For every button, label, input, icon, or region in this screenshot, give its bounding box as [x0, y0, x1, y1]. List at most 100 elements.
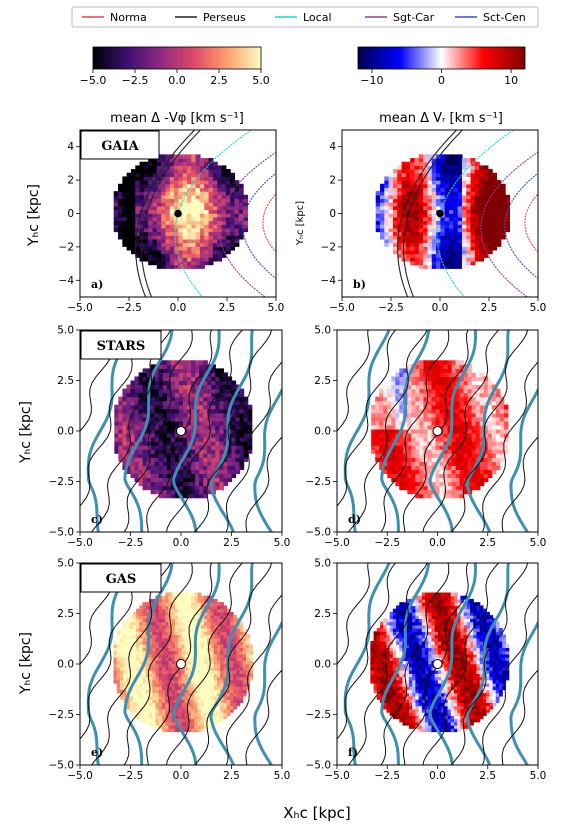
heatmap-cell: [175, 457, 180, 462]
heatmap-cell: [501, 195, 506, 199]
heatmap-cell: [127, 176, 132, 180]
heatmap-cell: [215, 445, 220, 450]
heatmap-cell: [389, 180, 394, 184]
heatmap-cell: [383, 393, 388, 398]
sun-marker: [175, 210, 182, 217]
heatmap-cell: [151, 457, 156, 462]
heatmap-cell: [496, 243, 501, 247]
heatmap-cell: [213, 187, 218, 191]
heatmap-cell: [395, 453, 400, 458]
heatmap-cell: [492, 232, 497, 236]
heatmap-cell: [170, 198, 175, 202]
heatmap-cell: [196, 265, 201, 269]
heatmap-cell: [183, 421, 188, 426]
heatmap-cell: [389, 202, 394, 206]
heatmap-cell: [207, 376, 212, 381]
heatmap-cell: [118, 235, 123, 239]
heatmap-cell: [423, 187, 428, 191]
heatmap-cell: [131, 469, 136, 474]
heatmap-cell: [143, 413, 148, 418]
heatmap-cell: [453, 265, 458, 269]
heatmap-cell: [432, 261, 437, 265]
heatmap-cell: [211, 376, 216, 381]
heatmap-cell: [191, 224, 196, 228]
heatmap-cell: [476, 413, 481, 418]
heatmap-cell: [239, 206, 244, 210]
heatmap-cell: [379, 433, 384, 438]
heatmap-cell: [151, 449, 156, 454]
heatmap-cell: [496, 209, 501, 213]
heatmap-cell: [379, 421, 384, 426]
heatmap-cell: [131, 169, 136, 173]
heatmap-cell: [217, 224, 222, 228]
heatmap-cell: [244, 405, 249, 410]
heatmap-cell: [427, 246, 432, 250]
heatmap-cell: [114, 437, 119, 442]
heatmap-cell: [406, 184, 411, 188]
heatmap-cell: [196, 228, 201, 232]
heatmap-cell: [410, 209, 415, 213]
y-tick-label: −2: [321, 241, 336, 253]
heatmap-cell: [387, 405, 392, 410]
heatmap-cell: [114, 213, 119, 217]
heatmap-cell: [397, 206, 402, 210]
heatmap-cell: [135, 473, 140, 478]
heatmap-cell: [148, 243, 153, 247]
heatmap-cell: [419, 405, 424, 410]
heatmap-cell: [157, 261, 162, 265]
heatmap-cell: [431, 441, 436, 446]
heatmap-cell: [492, 176, 497, 180]
heatmap-cell: [466, 213, 471, 217]
heatmap-cell: [496, 441, 501, 446]
colorbar-vphi-bar: [93, 47, 261, 69]
heatmap-cell: [415, 445, 420, 450]
heatmap-cell: [423, 417, 428, 422]
heatmap-cell: [476, 425, 481, 430]
heatmap-cell: [419, 221, 424, 225]
heatmap-cell: [403, 473, 408, 478]
heatmap-cell: [397, 165, 402, 169]
heatmap-cell: [159, 385, 164, 390]
heatmap-cell: [415, 376, 420, 381]
heatmap-cell: [219, 473, 224, 478]
heatmap-cell: [440, 494, 445, 499]
heatmap-cell: [163, 433, 168, 438]
heatmap-cell: [432, 202, 437, 206]
heatmap-cell: [406, 254, 411, 258]
heatmap-cell: [436, 180, 441, 184]
heatmap-cell: [387, 393, 392, 398]
heatmap-cell: [135, 184, 140, 188]
heatmap-cell: [476, 437, 481, 442]
heatmap-cell: [127, 224, 132, 228]
heatmap-cell: [163, 441, 168, 446]
heatmap-cell: [384, 213, 389, 217]
heatmap-cell: [183, 465, 188, 470]
heatmap-cell: [118, 217, 123, 221]
heatmap-cell: [159, 445, 164, 450]
heatmap-cell: [423, 490, 428, 495]
heatmap-cell: [500, 409, 505, 414]
heatmap-cell: [213, 180, 218, 184]
heatmap-cell: [423, 228, 428, 232]
heatmap-cell: [244, 421, 249, 426]
heatmap-cell: [476, 449, 481, 454]
heatmap-cell: [427, 490, 432, 495]
heatmap-cell: [122, 176, 127, 180]
y-tick-label: 5.0: [314, 325, 331, 337]
heatmap-cell: [118, 209, 123, 213]
heatmap-cell: [406, 246, 411, 250]
heatmap-cell: [148, 232, 153, 236]
heatmap-cell: [209, 239, 214, 243]
heatmap-cell: [118, 437, 123, 442]
heatmap-cell: [153, 250, 158, 254]
heatmap-cell: [215, 425, 220, 430]
heatmap-cell: [440, 490, 445, 495]
heatmap-cell: [175, 421, 180, 426]
heatmap-cell: [178, 195, 183, 199]
heatmap-cell: [187, 360, 192, 365]
heatmap-cell: [191, 364, 196, 369]
heatmap-cell: [200, 195, 205, 199]
x-tick-label: −5.0: [329, 302, 355, 314]
heatmap-cell: [415, 393, 420, 398]
heatmap-cell: [114, 206, 119, 210]
